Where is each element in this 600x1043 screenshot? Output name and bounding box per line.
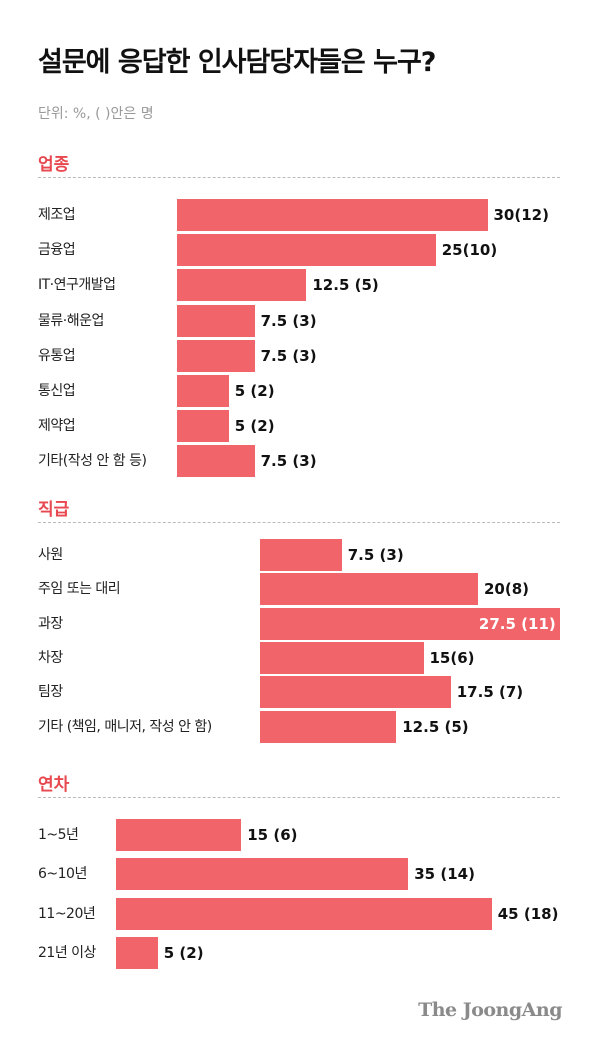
bar bbox=[177, 339, 255, 372]
bar bbox=[260, 641, 424, 674]
value-label: 17.5 (7) bbox=[456, 683, 524, 702]
value-label: 30(12) bbox=[493, 206, 549, 224]
category-label: 과장 bbox=[38, 615, 63, 632]
bar-row: 금융업 25(10) bbox=[0, 234, 600, 268]
value-label: 7.5 (3) bbox=[260, 452, 317, 471]
bar-row: 차장 15(6) bbox=[0, 641, 600, 676]
bar-row: IT·연구개발업 12.5 (5) bbox=[0, 269, 600, 303]
bar-row: 통신업 5 (2) bbox=[0, 375, 600, 409]
value-label: 35 (14) bbox=[414, 865, 475, 884]
bar-row: 사원 7.5 (3) bbox=[0, 539, 600, 573]
category-label: 11~20년 bbox=[38, 905, 96, 922]
bar-row: 팀장 17.5 (7) bbox=[0, 676, 600, 710]
value-label: 5 (2) bbox=[234, 417, 275, 436]
category-label: 유통업 bbox=[38, 347, 76, 364]
bar bbox=[177, 410, 229, 443]
value-label: 45 (18) bbox=[497, 904, 559, 923]
section-title: 연차 bbox=[38, 775, 70, 795]
category-label: 제약업 bbox=[38, 418, 76, 435]
bar-row: 기타(작성 안 함 등) 7.5 (3) bbox=[0, 445, 600, 479]
value-label: 5 (2) bbox=[234, 382, 275, 400]
category-label: 금융업 bbox=[38, 242, 76, 259]
bar-row: 제약업 5 (2) bbox=[0, 410, 600, 444]
bar bbox=[116, 936, 158, 969]
category-label: 제조업 bbox=[38, 207, 76, 223]
section-divider bbox=[38, 797, 560, 798]
category-label: 기타(작성 안 함 등) bbox=[38, 453, 147, 470]
bar bbox=[177, 199, 488, 231]
value-label: 15 (6) bbox=[247, 826, 298, 844]
publisher-logo: The JoongAng bbox=[418, 999, 562, 1021]
category-label: 기타 (책임, 매니저, 작성 안 함) bbox=[38, 718, 212, 735]
category-label: 통신업 bbox=[38, 383, 76, 399]
value-label: 7.5 (3) bbox=[347, 546, 404, 564]
unit-note: 단위: %, ( )안은 명 bbox=[38, 106, 154, 122]
bar-row: 21년 이상 5 (2) bbox=[0, 936, 600, 971]
category-label: 팀장 bbox=[38, 684, 63, 701]
bar-row: 1~5년 15 (6) bbox=[0, 819, 600, 853]
bar bbox=[260, 539, 342, 571]
value-label: 12.5 (5) bbox=[402, 717, 469, 736]
value-label: 7.5 (3) bbox=[260, 311, 317, 330]
bar-row: 제조업 30(12) bbox=[0, 199, 600, 233]
bar-row: 과장 27.5 (11) bbox=[0, 607, 600, 642]
section-title: 직급 bbox=[38, 500, 70, 520]
bar-row: 유통업 7.5 (3) bbox=[0, 339, 600, 374]
value-label: 20(8) bbox=[484, 580, 530, 599]
bar bbox=[177, 445, 255, 478]
bar bbox=[116, 819, 242, 851]
category-label: 6~10년 bbox=[38, 866, 87, 883]
bar bbox=[116, 897, 492, 930]
category-label: 주임 또는 대리 bbox=[38, 581, 121, 598]
category-label: 물류·해운업 bbox=[38, 312, 104, 329]
section-divider bbox=[38, 522, 560, 523]
bar bbox=[260, 710, 397, 743]
section-title: 업종 bbox=[38, 155, 70, 175]
bar bbox=[177, 234, 436, 267]
bar-row: 물류·해운업 7.5 (3) bbox=[0, 304, 600, 339]
bar bbox=[260, 607, 560, 640]
bar-row: 기타 (책임, 매니저, 작성 안 함) 12.5 (5) bbox=[0, 710, 600, 745]
bar bbox=[177, 304, 255, 337]
bar-row: 주임 또는 대리 20(8) bbox=[0, 573, 600, 607]
value-label: 15(6) bbox=[429, 648, 475, 667]
category-label: 1~5년 bbox=[38, 827, 79, 843]
page-title: 설문에 응답한 인사담당자들은 누구? bbox=[38, 47, 436, 78]
bar bbox=[260, 676, 451, 709]
category-label: 사원 bbox=[38, 547, 63, 563]
value-label: 5 (2) bbox=[163, 943, 204, 962]
section-divider bbox=[38, 177, 560, 178]
value-label: 27.5 (11) bbox=[478, 614, 556, 633]
category-label: 차장 bbox=[38, 649, 63, 666]
value-label: 7.5 (3) bbox=[260, 346, 317, 365]
bar-row: 11~20년 45 (18) bbox=[0, 897, 600, 932]
bar bbox=[177, 269, 307, 302]
category-label: IT·연구개발업 bbox=[38, 277, 116, 294]
bar bbox=[116, 858, 409, 891]
value-label: 12.5 (5) bbox=[312, 276, 379, 295]
category-label: 21년 이상 bbox=[38, 944, 96, 961]
bar bbox=[260, 573, 478, 606]
bar bbox=[177, 375, 229, 407]
bar-row: 6~10년 35 (14) bbox=[0, 858, 600, 892]
value-label: 25(10) bbox=[441, 241, 498, 260]
